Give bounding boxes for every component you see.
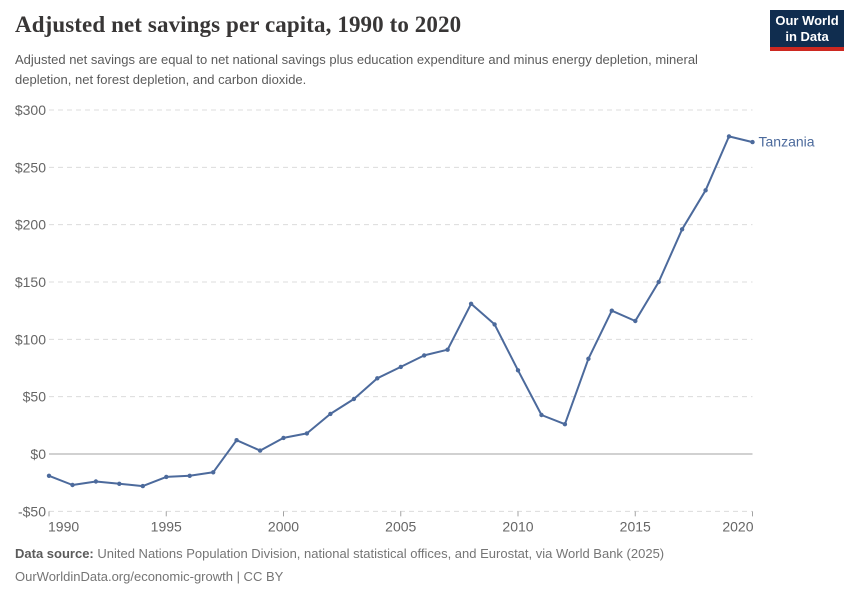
license-line: OurWorldinData.org/economic-growth | CC … xyxy=(15,569,284,585)
page-title: Adjusted net savings per capita, 1990 to… xyxy=(15,12,462,37)
svg-text:2020: 2020 xyxy=(722,518,753,534)
svg-text:$300: $300 xyxy=(15,102,46,118)
svg-text:$150: $150 xyxy=(15,274,46,290)
svg-text:2000: 2000 xyxy=(268,518,299,534)
data-source-text: United Nations Population Division, nati… xyxy=(93,546,665,561)
owid-logo-line2: in Data xyxy=(785,28,829,44)
series-markers-tanzania xyxy=(46,134,755,489)
owid-logo: Our World in Data xyxy=(770,10,844,51)
entity-end-label: Tanzania xyxy=(759,134,815,150)
svg-text:1990: 1990 xyxy=(48,518,79,534)
svg-text:$100: $100 xyxy=(15,331,46,347)
data-source-line: Data source: United Nations Population D… xyxy=(15,546,835,562)
y-gridlines xyxy=(49,109,753,512)
svg-text:$200: $200 xyxy=(15,217,46,233)
chart-subtitle: Adjusted net savings are equal to net na… xyxy=(15,52,698,87)
y-axis-labels: -$50 $0 $50 $100 $150 $200 $250 $300 xyxy=(15,102,46,519)
svg-text:-$50: -$50 xyxy=(18,503,46,519)
x-axis-ticks xyxy=(48,511,753,517)
svg-text:2015: 2015 xyxy=(620,518,651,534)
x-axis-labels: 1990 1995 2000 2005 2010 2015 2020 xyxy=(48,518,754,534)
data-source-label: Data source: xyxy=(15,546,94,561)
svg-text:$250: $250 xyxy=(15,159,46,175)
chart-canvas: -$50 $0 $50 $100 $150 $200 $250 $300 1990 1995 200… xyxy=(15,102,815,534)
svg-text:$50: $50 xyxy=(23,389,47,405)
owid-logo-line1: Our World xyxy=(775,13,839,28)
series-line-tanzania xyxy=(48,135,753,488)
svg-text:2010: 2010 xyxy=(502,518,533,534)
chart-footer: Data source: United Nations Population D… xyxy=(15,546,835,593)
svg-text:2005: 2005 xyxy=(385,518,416,534)
svg-text:$0: $0 xyxy=(30,446,46,462)
svg-text:1995: 1995 xyxy=(151,518,182,534)
